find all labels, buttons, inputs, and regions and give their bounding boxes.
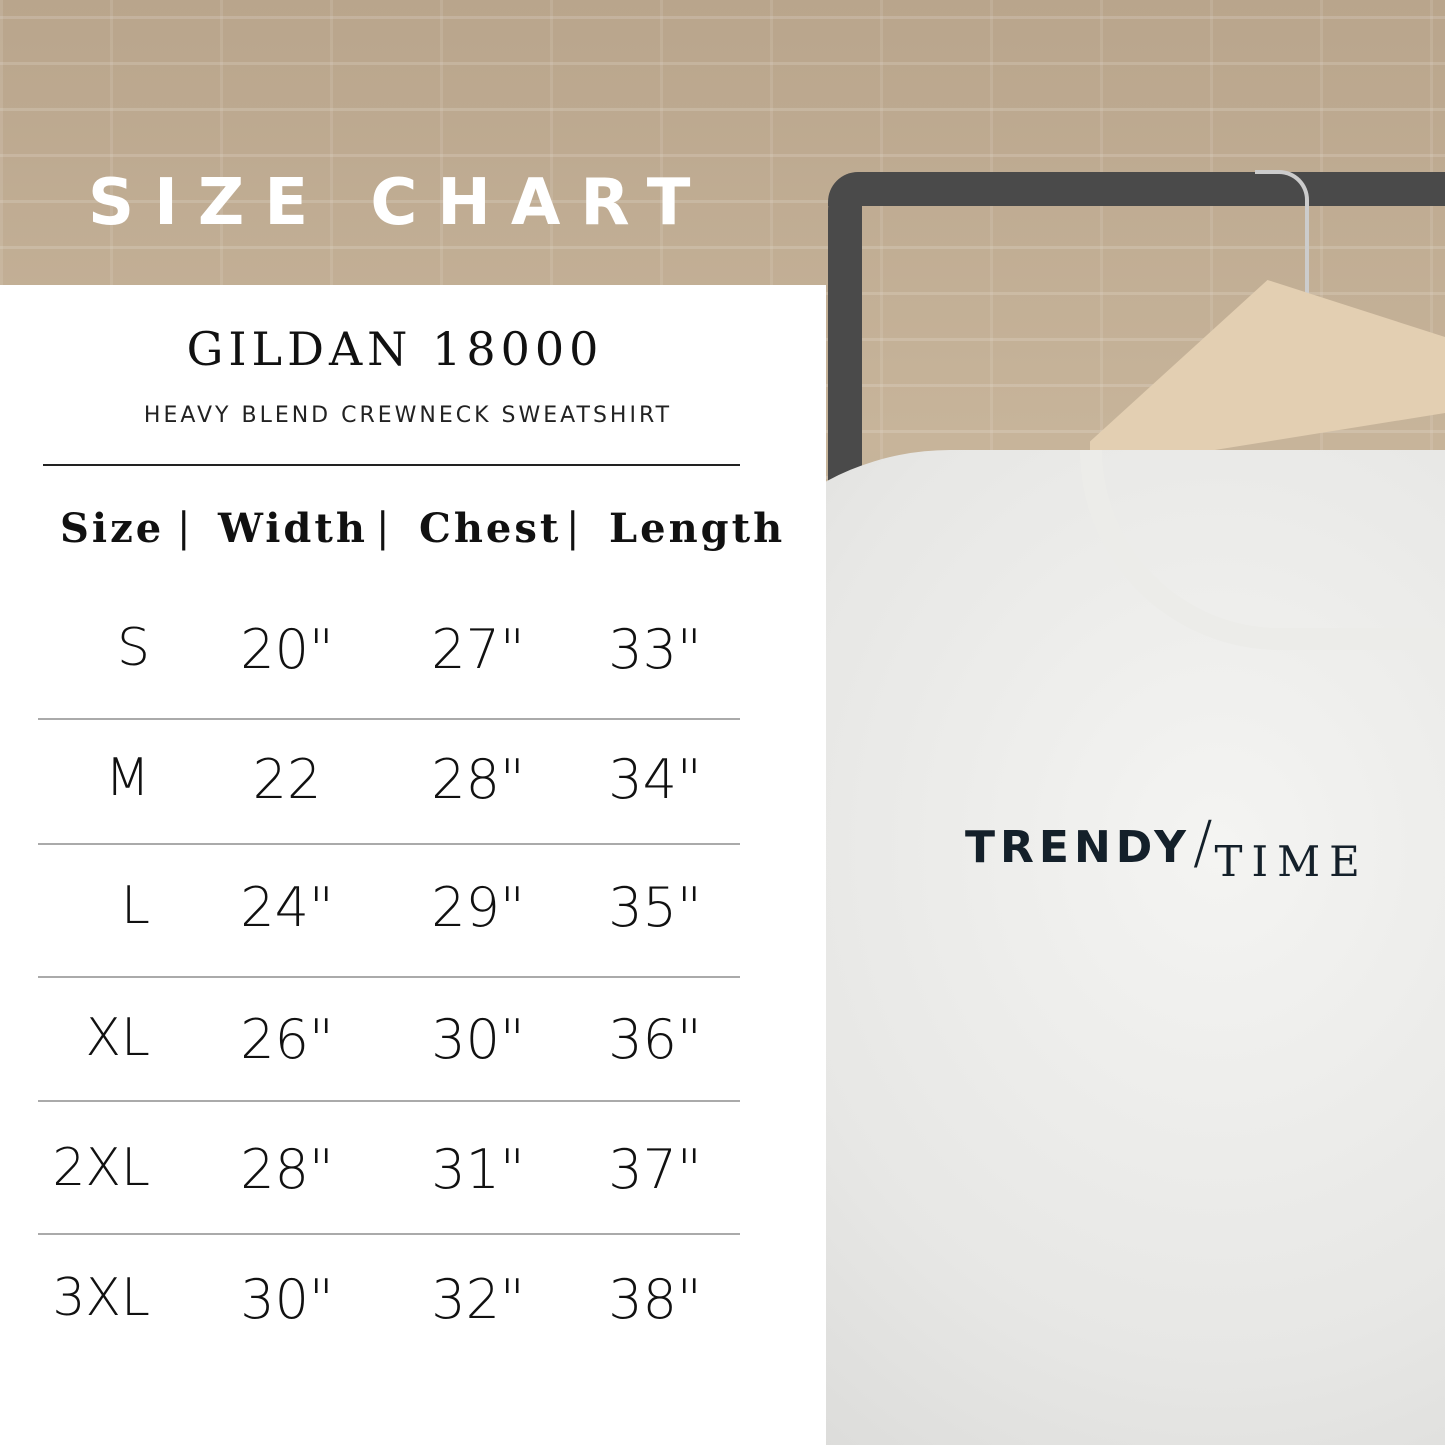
header-separator: | (177, 505, 194, 551)
header-width: Width (218, 505, 368, 552)
cell-length: 36" (608, 1008, 702, 1071)
cell-length: 33" (608, 618, 702, 681)
cell-width: 24" (240, 876, 334, 939)
banner-title: SIZE CHART (88, 166, 711, 240)
table-row: XL 26" 30" 36" (0, 1008, 800, 1088)
cell-size: S (116, 618, 150, 678)
header-length: Length (609, 505, 786, 552)
cell-chest: 28" (431, 748, 525, 811)
cell-size: 3XL (52, 1268, 150, 1328)
header-chest: Chest (419, 505, 562, 552)
table-row: 2XL 28" 31" 37" (0, 1138, 800, 1218)
cell-chest: 27" (431, 618, 525, 681)
header-separator: | (566, 505, 583, 551)
row-divider (38, 718, 740, 720)
cell-chest: 32" (431, 1268, 525, 1331)
cell-length: 38" (608, 1268, 702, 1331)
size-chart-panel (0, 285, 826, 1445)
row-divider (38, 843, 740, 845)
cell-width: 26" (240, 1008, 334, 1071)
product-description: HEAVY BLEND CREWNECK SWEATSHIRT (143, 403, 673, 428)
cell-length: 34" (608, 748, 702, 811)
cell-size: L (121, 876, 150, 936)
hanger-hook (1255, 170, 1309, 294)
cell-width: 20" (240, 618, 334, 681)
product-model: GILDAN 18000 (186, 322, 604, 376)
header-size: Size (60, 505, 165, 552)
table-row: L 24" 29" 35" (0, 876, 800, 956)
cell-width: 28" (240, 1138, 334, 1201)
table-row: S 20" 27" 33" (0, 618, 800, 698)
table-row: M 22 28" 34" (0, 748, 800, 828)
cell-chest: 31" (431, 1138, 525, 1201)
row-divider (38, 1233, 740, 1235)
cell-width: 30" (240, 1268, 334, 1331)
header-separator: | (376, 505, 393, 551)
row-divider (38, 976, 740, 978)
cell-length: 35" (608, 876, 702, 939)
cell-chest: 30" (431, 1008, 525, 1071)
clothing-rack-bar (828, 172, 1445, 206)
row-divider (38, 1100, 740, 1102)
cell-size: M (105, 748, 150, 808)
cell-width: 22 (252, 748, 322, 811)
cell-size: 2XL (52, 1138, 150, 1198)
cell-size: XL (85, 1008, 150, 1068)
header-divider (43, 464, 740, 466)
cell-chest: 29" (431, 876, 525, 939)
shirt-print-logo: TRENDY/TIME (965, 808, 1369, 886)
table-row: 3XL 30" 32" 38" (0, 1268, 800, 1348)
cell-length: 37" (608, 1138, 702, 1201)
